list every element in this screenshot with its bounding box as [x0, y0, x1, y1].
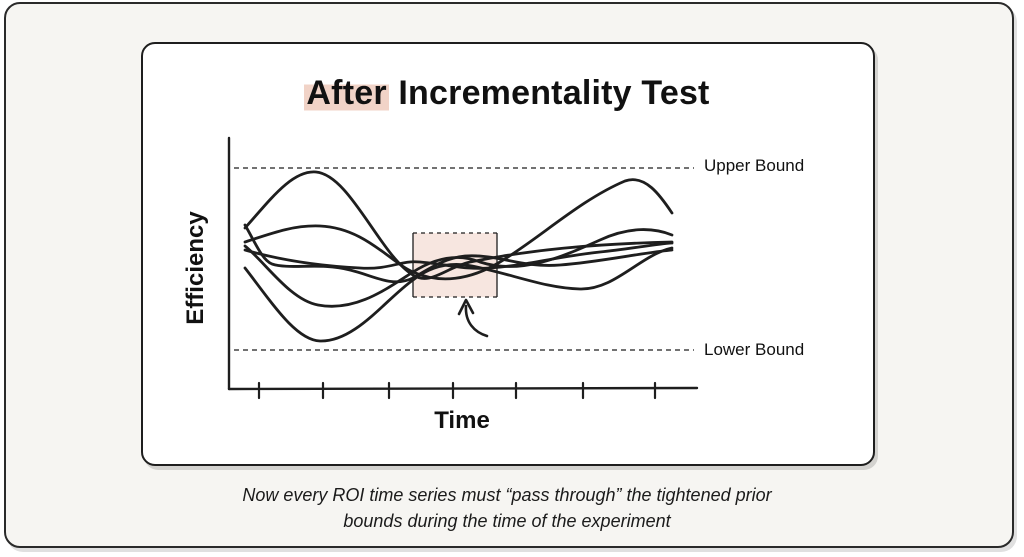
x-axis-ticks: [257, 381, 657, 400]
upper-bound-label: Upper Bound: [704, 156, 804, 175]
pointer-arrow-head: [457, 298, 475, 316]
page-title: After Incrementality Test: [0, 74, 1014, 113]
x-axis-label: Time: [434, 407, 490, 434]
title-highlight-word: After: [304, 74, 389, 112]
caption-line-1: Now every ROI time series must “pass thr…: [242, 485, 772, 505]
y-axis-label: Efficiency: [182, 211, 209, 325]
caption: Now every ROI time series must “pass thr…: [0, 482, 1014, 534]
roi-series-line: [243, 228, 674, 308]
roi-series-line: [243, 246, 674, 343]
roi-series-line: [243, 178, 674, 281]
roi-series-line: [243, 170, 674, 280]
caption-line-2: bounds during the time of the experiment: [343, 511, 671, 531]
roi-series-line: [243, 223, 674, 284]
lower-bound-label: Lower Bound: [704, 340, 804, 359]
x-axis: [227, 386, 699, 391]
title-rest: Incrementality Test: [388, 74, 710, 112]
pointer-arrow: [464, 304, 489, 338]
